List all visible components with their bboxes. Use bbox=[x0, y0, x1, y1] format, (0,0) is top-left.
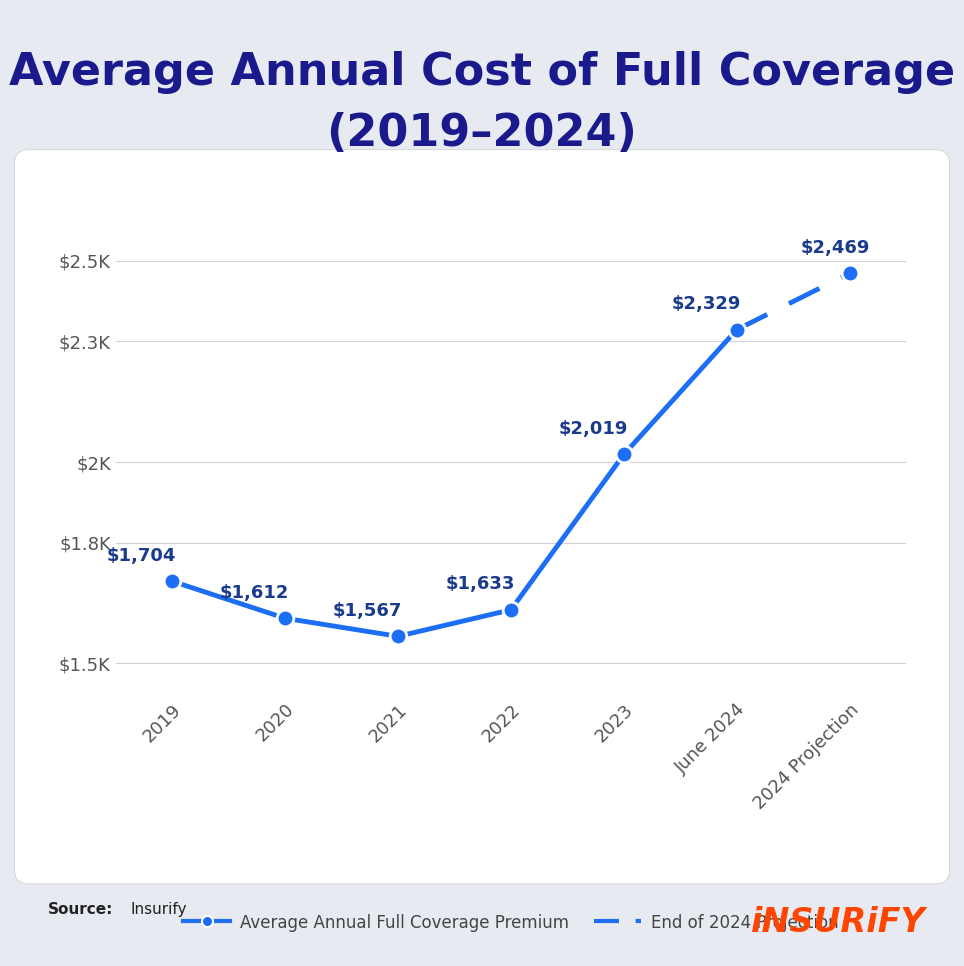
Text: $2,469: $2,469 bbox=[801, 239, 870, 257]
Text: $1,633: $1,633 bbox=[445, 575, 515, 593]
Text: iNSURiFY: iNSURiFY bbox=[751, 906, 925, 939]
Text: Average Annual Cost of Full Coverage: Average Annual Cost of Full Coverage bbox=[9, 51, 955, 94]
Text: $2,329: $2,329 bbox=[672, 295, 741, 313]
Legend: Average Annual Full Coverage Premium, End of 2024 Projection: Average Annual Full Coverage Premium, En… bbox=[176, 907, 845, 938]
Text: $1,612: $1,612 bbox=[220, 583, 289, 602]
Text: (2019–2024): (2019–2024) bbox=[327, 112, 637, 155]
Text: $1,704: $1,704 bbox=[107, 547, 176, 564]
Text: $1,567: $1,567 bbox=[333, 602, 402, 619]
Text: Insurify: Insurify bbox=[130, 902, 187, 918]
Text: $2,019: $2,019 bbox=[558, 420, 628, 438]
Text: Source:: Source: bbox=[48, 902, 114, 918]
